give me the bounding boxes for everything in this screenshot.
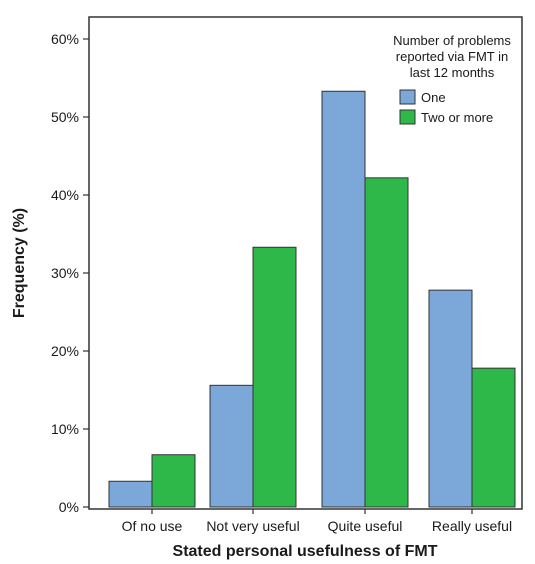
bar-one bbox=[321, 90, 366, 508]
y-tick-label: 20% bbox=[51, 343, 79, 359]
plot-area-frame bbox=[88, 16, 523, 510]
legend-title-line-1: Number of problems bbox=[393, 33, 511, 48]
legend-swatch-series-two bbox=[399, 109, 416, 125]
x-axis-title: Stated personal usefulness of FMT bbox=[173, 543, 438, 560]
legend: Number of problems reported via FMT in l… bbox=[393, 33, 511, 125]
x-tick-label: Really useful bbox=[432, 518, 512, 534]
bar-two-or-more bbox=[151, 454, 196, 508]
y-axis-title: Frequency (%) bbox=[11, 208, 28, 318]
legend-swatch-series-one bbox=[399, 89, 416, 105]
y-tick-label: 40% bbox=[51, 187, 79, 203]
y-axis-ticks: 0% 10% 20% 30% 40% 50% 60% bbox=[51, 31, 89, 515]
bar-two-or-more bbox=[471, 367, 516, 508]
bar-two-or-more bbox=[364, 177, 409, 508]
bar-one bbox=[428, 289, 473, 508]
x-axis-ticks: Of no use Not very useful Quite useful Real… bbox=[122, 509, 512, 534]
x-tick-label: Quite useful bbox=[328, 518, 403, 534]
y-tick-label: 10% bbox=[51, 421, 79, 437]
x-tick-label: Not very useful bbox=[206, 518, 299, 534]
legend-title-line-2: reported via FMT in bbox=[396, 49, 508, 64]
y-tick-label: 30% bbox=[51, 265, 79, 281]
bar-one bbox=[209, 384, 254, 508]
legend-title-line-3: last 12 months bbox=[410, 65, 495, 80]
y-tick-label: 50% bbox=[51, 109, 79, 125]
y-tick-label: 0% bbox=[59, 499, 79, 515]
x-tick-label: Of no use bbox=[122, 518, 183, 534]
legend-label-series-two: Two or more bbox=[421, 110, 493, 125]
bar-two-or-more bbox=[252, 246, 297, 508]
legend-label-series-one: One bbox=[421, 90, 446, 105]
bar-one bbox=[108, 480, 153, 508]
bars-group bbox=[108, 90, 516, 508]
y-tick-label: 60% bbox=[51, 31, 79, 47]
